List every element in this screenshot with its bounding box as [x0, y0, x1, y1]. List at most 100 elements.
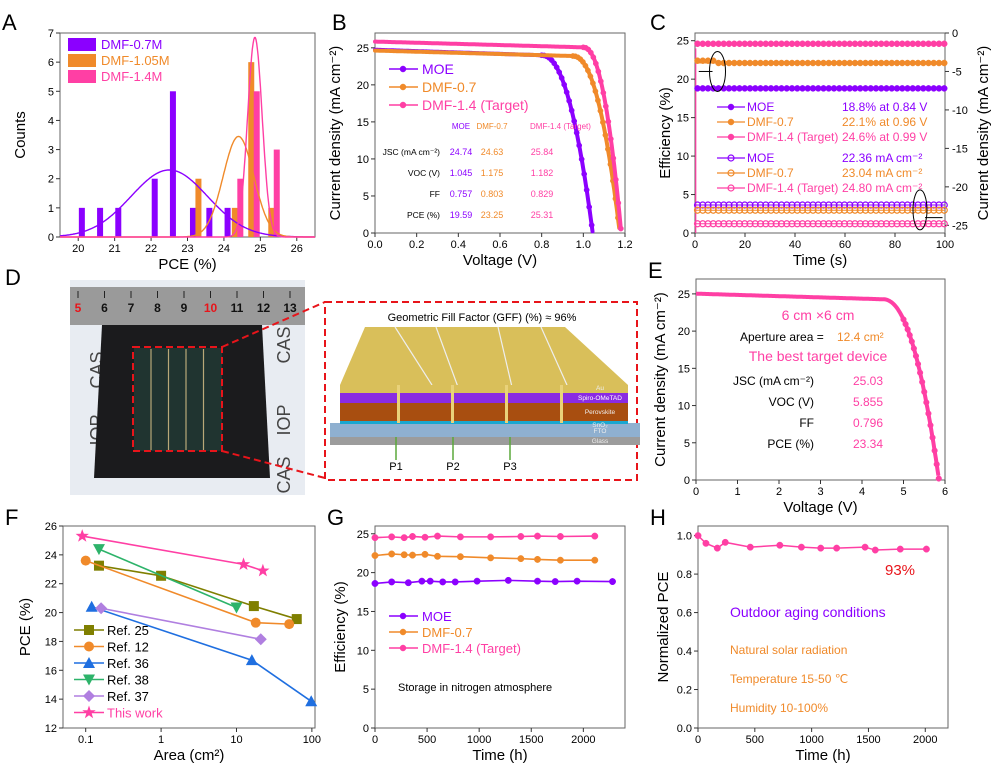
x-tick-label: 500: [418, 734, 436, 746]
triangle-down-marker: [92, 544, 105, 556]
panel-b: 0.0 0.2 0.4 0.6 0.8 1.0 1.2 0 5 10 15 20 25 Voltage (…: [327, 32, 633, 269]
legend-marker: [399, 101, 407, 109]
x-tick-label: 1000: [467, 734, 491, 746]
table-header: DMF-1.4 (Target): [530, 122, 591, 131]
ruler-number: 10: [204, 301, 218, 315]
data-point: [517, 555, 525, 563]
x-tick-label: 21: [109, 243, 121, 255]
y-tick-label: 0: [683, 228, 689, 240]
y-tick-label: 3: [48, 145, 54, 157]
jv-data-point: [610, 155, 617, 162]
y-right-tick-label: -5: [952, 66, 962, 78]
x-tick-label: 2000: [913, 734, 937, 746]
data-point: [456, 553, 464, 561]
data-point: [434, 552, 441, 560]
x-tick-label: 25: [254, 243, 266, 255]
jv-data-point: [615, 200, 622, 206]
plot-frame: [374, 525, 626, 729]
diamond-marker: [254, 633, 267, 646]
jv-data-point: [617, 225, 624, 232]
x-tick-label: 5: [900, 486, 906, 498]
jv-data-point: [925, 410, 932, 417]
jv-data-point: [583, 187, 590, 193]
layer-label: SnO₂: [592, 422, 608, 429]
au-layer: [340, 385, 628, 393]
param-value: 23.34: [853, 437, 883, 451]
jv-data-point: [568, 107, 575, 114]
x-tick-label: 80: [889, 239, 901, 251]
glass-layer: [330, 437, 640, 445]
y-tick-label: 25: [677, 36, 689, 48]
data-point: [400, 534, 408, 542]
watermark-text: CAS: [274, 456, 294, 493]
legend-value: 22.1% at 0.96 V: [842, 115, 927, 129]
best-device-label: The best target device: [749, 348, 888, 364]
x-tick-label: 0: [372, 734, 378, 746]
panel-e: 0 1 2 3 4 5 6 0 5 10 15 20 25 Voltage (V) Current dens…: [652, 278, 948, 516]
data-point: [713, 544, 721, 552]
y-tick-label: 10: [357, 645, 369, 657]
zoom-box: [132, 346, 223, 452]
y-tick-label: 10: [677, 151, 689, 163]
condition-line: Natural solar radiation: [730, 643, 847, 657]
jv-data-point: [553, 64, 560, 71]
histogram-bar: [206, 207, 213, 237]
scribe-label: P1: [389, 461, 402, 473]
histogram-bar: [169, 91, 176, 238]
jv-data-point: [571, 118, 578, 124]
gaussian-fit-line: [59, 169, 316, 238]
y-tick-label: 24: [45, 550, 57, 562]
y-axis-label: PCE (%): [17, 598, 34, 656]
x-tick-label: 1.2: [617, 239, 632, 251]
layer-label: Au: [596, 385, 604, 392]
watermark-text: CAS: [274, 326, 294, 363]
data-point: [534, 577, 541, 585]
y-tick-label: 15: [677, 113, 689, 125]
ruler-number: 7: [128, 301, 135, 315]
jv-data-point: [927, 422, 934, 429]
storage-annotation: Storage in nitrogen atmosphere: [398, 682, 552, 694]
panel-label-C: C: [650, 10, 666, 35]
scribe-top: [540, 326, 568, 386]
panel-c: 0 20 40 60 80 100 0 5 10 15 20 25 Time (s) Efficiency…: [657, 28, 992, 269]
param-value: 5.855: [853, 395, 883, 409]
legend-label: MOE: [747, 100, 774, 114]
histogram-bar: [115, 207, 122, 237]
scribe-top: [497, 326, 513, 388]
param-value: 0.796: [853, 416, 883, 430]
legend-label: Ref. 36: [107, 656, 149, 671]
histogram-bar: [195, 178, 202, 237]
jv-data-point: [931, 447, 938, 454]
param-label: PCE (%): [767, 437, 814, 451]
histogram-bar: [253, 91, 260, 238]
jv-data-point: [588, 222, 595, 228]
y-tick-label: 0.6: [677, 608, 692, 620]
y-tick-label: 20: [677, 74, 689, 86]
table-header: DMF-0.7: [476, 122, 508, 131]
condition-line: Temperature 15-50 ℃: [730, 672, 848, 686]
jv-data-point: [566, 97, 573, 104]
table-row-label: VOC (V): [408, 168, 440, 178]
panel-h: 0 500 1000 1500 2000 0.0 0.2 0.4 0.6 0.8 1.0 Time (…: [655, 525, 949, 764]
y-right-axis-label: Current density (mA cm⁻²): [975, 46, 992, 221]
data-point: [434, 532, 441, 540]
data-point: [721, 538, 729, 546]
x-tick-label: 0: [692, 239, 698, 251]
jv-data-point: [582, 62, 589, 69]
triangle-down-marker: [83, 674, 95, 686]
x-tick-label: 0.2: [409, 239, 424, 251]
triangle-up-marker: [305, 695, 318, 707]
jv-data-point: [908, 338, 915, 345]
jv-data-point: [914, 360, 922, 368]
table-row-label: JSC (mA cm⁻²): [383, 147, 441, 157]
legend-swatch: [68, 70, 96, 83]
panel-f: 0.1 1 10 100 12 14 16 18 20 22 24 26 Area (cm²) PCE (…: [17, 521, 321, 764]
retention-label: 93%: [885, 562, 915, 579]
data-point: [473, 577, 481, 585]
histogram-bar: [248, 62, 255, 238]
x-tick-label: 100: [936, 239, 954, 251]
sno2-layer: [340, 421, 628, 424]
scribe-top: [394, 326, 433, 386]
star-marker: [82, 705, 96, 719]
